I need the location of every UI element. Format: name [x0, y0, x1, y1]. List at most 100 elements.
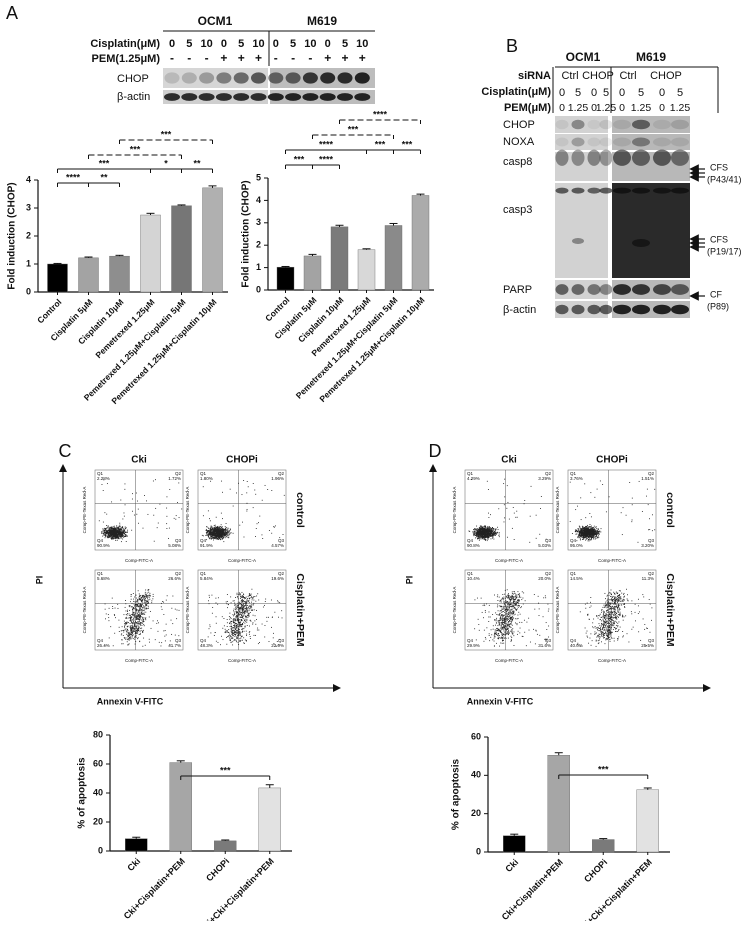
event-dot — [247, 598, 248, 599]
event-dot — [265, 601, 266, 602]
event-dot — [265, 599, 266, 600]
blot-band — [556, 305, 569, 315]
event-dot — [583, 538, 584, 539]
event-dot — [129, 613, 130, 614]
event-dot — [513, 507, 514, 508]
event-dot — [106, 535, 107, 536]
blot-band — [556, 150, 569, 166]
blot-band — [572, 305, 585, 315]
event-dot — [234, 605, 235, 606]
event-dot — [126, 623, 127, 624]
event-dot — [143, 617, 144, 618]
event-dot — [246, 511, 247, 512]
event-dot — [132, 614, 133, 615]
event-dot — [234, 614, 235, 615]
event-dot — [169, 489, 170, 490]
event-dot — [122, 539, 123, 540]
event-dot — [105, 530, 106, 531]
event-dot — [106, 531, 107, 532]
event-dot — [140, 631, 141, 632]
event-dot — [232, 631, 233, 632]
event-dot — [259, 642, 260, 643]
blot-band — [600, 305, 613, 315]
event-dot — [488, 489, 489, 490]
event-dot — [481, 527, 482, 528]
row-label: siRNA — [518, 70, 551, 82]
event-dot — [233, 621, 234, 622]
event-dot — [482, 538, 483, 539]
row-label: Cisplatin(μM) — [481, 86, 551, 98]
event-dot — [117, 527, 118, 528]
event-dot — [238, 620, 239, 621]
event-dot — [541, 496, 542, 497]
event-dot — [127, 630, 128, 631]
event-dot — [147, 597, 148, 598]
event-dot — [480, 537, 481, 538]
event-dot — [231, 618, 232, 619]
event-dot — [230, 626, 231, 627]
quadrant-percent: 48.3% — [200, 643, 213, 648]
blot-band — [653, 305, 671, 315]
event-dot — [239, 631, 240, 632]
event-dot — [114, 531, 115, 532]
event-dot — [593, 527, 594, 528]
event-dot — [144, 601, 145, 602]
event-dot — [255, 601, 256, 602]
event-dot — [215, 538, 216, 539]
event-dot — [593, 533, 594, 534]
event-dot — [253, 604, 254, 605]
quadrant-percent: 26.4% — [97, 643, 110, 648]
event-dot — [495, 529, 496, 530]
event-dot — [591, 532, 592, 533]
event-dot — [239, 619, 240, 620]
event-dot — [596, 528, 597, 529]
event-dot — [163, 602, 164, 603]
event-dot — [593, 529, 594, 530]
event-dot — [140, 625, 141, 626]
event-dot — [473, 532, 474, 533]
event-dot — [493, 531, 494, 532]
event-dot — [243, 596, 244, 597]
event-dot — [238, 609, 239, 610]
event-dot — [242, 624, 243, 625]
event-dot — [258, 630, 259, 631]
event-dot — [242, 632, 243, 633]
event-dot — [242, 609, 243, 610]
blot-band — [600, 284, 613, 295]
event-dot — [583, 539, 584, 540]
event-dot — [133, 638, 134, 639]
event-dot — [483, 529, 484, 530]
event-dot — [274, 612, 275, 613]
event-dot — [136, 602, 137, 603]
event-dot — [235, 629, 236, 630]
event-dot — [213, 534, 214, 535]
plot-axis-label: Comp-FITC-A — [125, 658, 153, 663]
event-dot — [241, 612, 242, 613]
event-dot — [115, 534, 116, 535]
row-label: PEM(1.25μM) — [92, 53, 161, 65]
event-dot — [234, 628, 235, 629]
event-dot — [504, 521, 505, 522]
event-dot — [249, 608, 250, 609]
event-dot — [233, 625, 234, 626]
blot-band — [613, 138, 631, 147]
blot-band — [632, 120, 650, 130]
event-dot — [227, 594, 228, 595]
event-dot — [233, 506, 234, 507]
event-dot — [132, 622, 133, 623]
event-dot — [139, 599, 140, 600]
event-dot — [138, 637, 139, 638]
event-dot — [250, 636, 251, 637]
event-dot — [243, 594, 244, 595]
lane-label: 0 — [169, 38, 175, 50]
blot-band — [572, 284, 585, 295]
event-dot — [598, 533, 599, 534]
event-dot — [243, 637, 244, 638]
event-dot — [137, 609, 138, 610]
event-dot — [587, 526, 588, 527]
event-dot — [126, 614, 127, 615]
event-dot — [113, 538, 114, 539]
event-dot — [139, 597, 140, 598]
event-dot — [121, 643, 122, 644]
blot-band — [165, 72, 180, 83]
